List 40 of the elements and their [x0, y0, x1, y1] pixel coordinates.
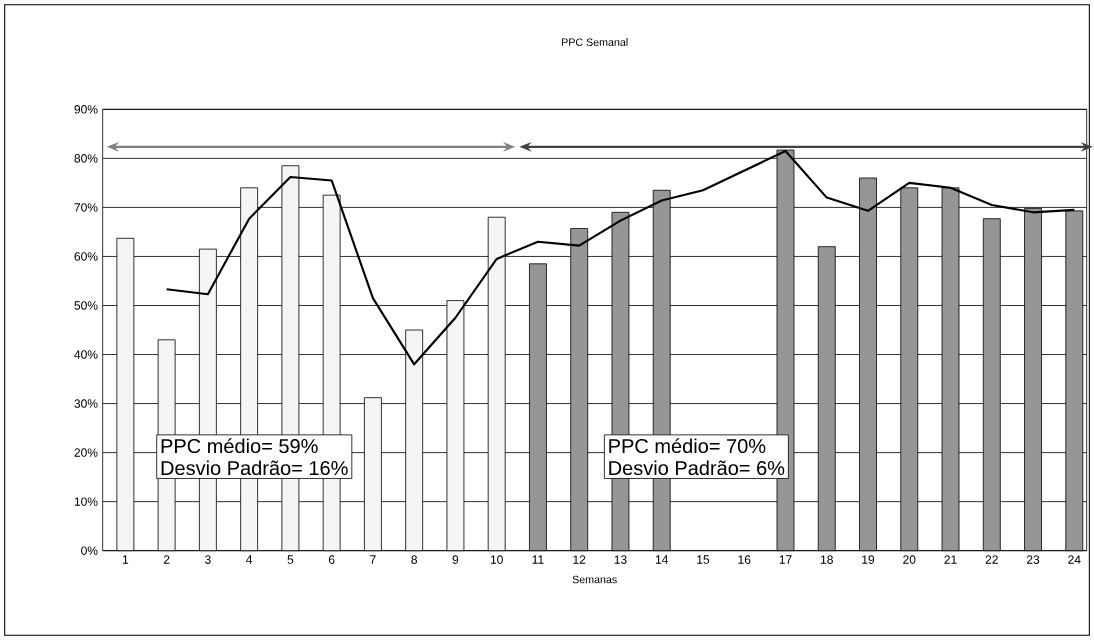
annotation: Desvio Padrão= 6%	[609, 460, 785, 476]
y-tick-label: 10%	[74, 497, 98, 506]
x-tick-label: 23	[1026, 555, 1040, 564]
x-tick-label: 22	[985, 555, 998, 564]
x-tick-label: 12	[573, 555, 586, 564]
x-tick-label: 21	[944, 555, 957, 564]
y-tick-label: 70%	[74, 203, 98, 212]
y-tick-label: 50%	[74, 301, 98, 310]
y-tick-label: 30%	[74, 399, 98, 408]
x-tick-label: 11	[532, 555, 544, 564]
x-tick-label: 19	[862, 555, 875, 564]
x-tick-label: 20	[903, 555, 916, 564]
annotation: Desvio Padrão= 16%	[161, 460, 348, 476]
x-tick-label: 9	[452, 555, 459, 564]
x-tick-label: 16	[738, 555, 751, 564]
annotation: PPC médio= 70%	[609, 438, 766, 454]
chart-title: PPC Semanal	[562, 38, 628, 46]
x-tick-label: 18	[821, 555, 833, 564]
x-axis-title: Semanas	[572, 575, 617, 584]
y-tick-label: 60%	[74, 252, 98, 261]
x-tick-label: 15	[697, 555, 710, 564]
x-tick-label: 10	[490, 555, 503, 564]
x-tick-label: 3	[205, 555, 211, 564]
annotation: PPC médio= 59%	[161, 438, 318, 454]
x-tick-label: 2	[163, 555, 170, 564]
x-tick-label: 7	[370, 555, 376, 564]
x-tick-label: 13	[614, 555, 627, 564]
x-tick-label: 1	[122, 555, 129, 564]
y-tick-label: 40%	[74, 350, 98, 359]
x-tick-label: 17	[779, 555, 792, 564]
y-tick-label: 0%	[81, 546, 98, 555]
y-tick-label: 80%	[74, 154, 98, 163]
x-tick-label: 8	[411, 555, 417, 564]
x-tick-label: 4	[246, 555, 253, 564]
x-tick-label: 14	[655, 555, 669, 564]
x-tick-label: 5	[287, 555, 294, 564]
y-tick-label: 20%	[74, 448, 98, 457]
y-tick-label: 90%	[74, 105, 98, 114]
x-tick-label: 6	[328, 555, 335, 564]
x-tick-label: 24	[1068, 555, 1081, 564]
